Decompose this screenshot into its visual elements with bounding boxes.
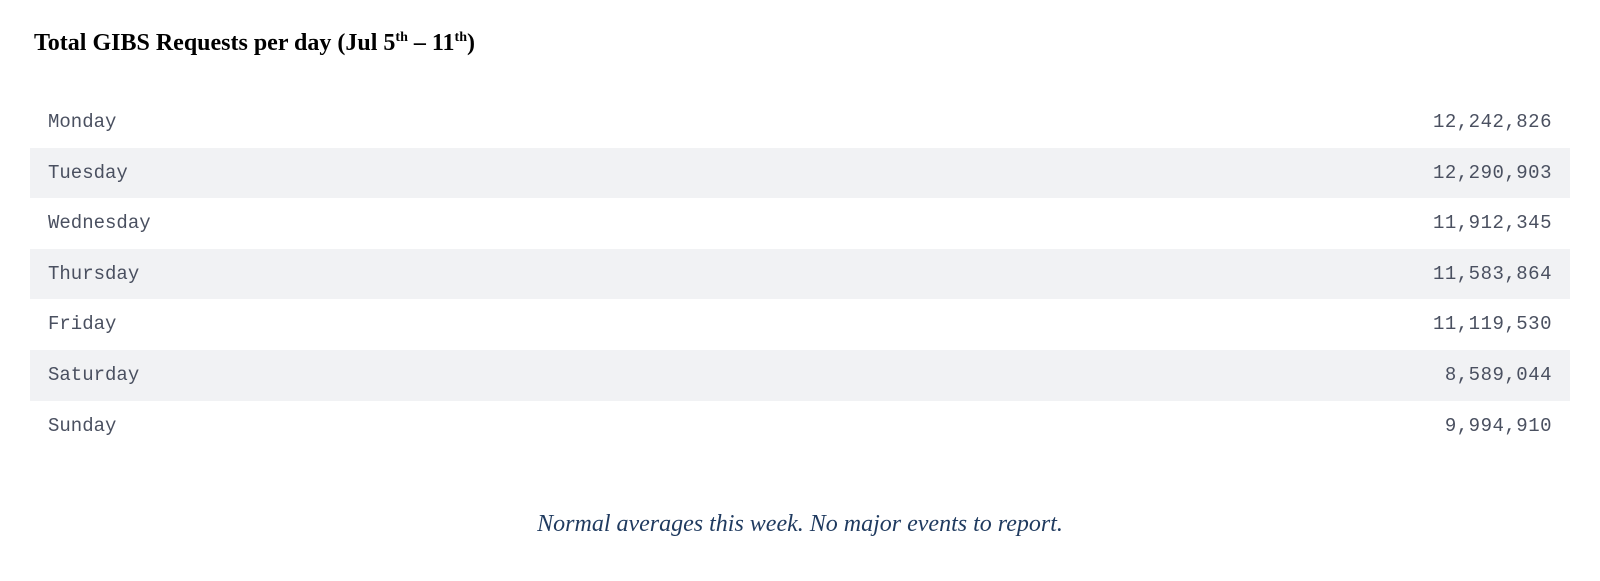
day-label: Tuesday	[48, 160, 128, 187]
day-label: Sunday	[48, 413, 116, 440]
day-label: Saturday	[48, 362, 139, 389]
day-label: Thursday	[48, 261, 139, 288]
table-row: Tuesday 12,290,903	[30, 148, 1570, 199]
day-value: 9,994,910	[1445, 413, 1552, 440]
day-label: Friday	[48, 311, 116, 338]
table-row: Thursday 11,583,864	[30, 249, 1570, 300]
page-title: Total GIBS Requests per day (Jul 5th – 1…	[34, 30, 1570, 57]
day-label: Wednesday	[48, 210, 151, 237]
title-suffix: )	[467, 30, 475, 56]
day-value: 8,589,044	[1445, 362, 1552, 389]
day-value: 12,242,826	[1433, 109, 1552, 136]
day-value: 12,290,903	[1433, 160, 1552, 187]
title-prefix: Total GIBS Requests per day (Jul 5	[34, 30, 395, 56]
table-row: Monday 12,242,826	[30, 97, 1570, 148]
day-value: 11,583,864	[1433, 261, 1552, 288]
table-row: Friday 11,119,530	[30, 299, 1570, 350]
day-value: 11,119,530	[1433, 311, 1552, 338]
table-row: Sunday 9,994,910	[30, 401, 1570, 452]
summary-caption: Normal averages this week. No major even…	[30, 511, 1570, 538]
title-sup1: th	[395, 30, 407, 45]
table-row: Saturday 8,589,044	[30, 350, 1570, 401]
title-sup2: th	[455, 30, 467, 45]
requests-table: Monday 12,242,826 Tuesday 12,290,903 Wed…	[30, 97, 1570, 451]
title-mid: – 11	[408, 30, 455, 56]
day-label: Monday	[48, 109, 116, 136]
day-value: 11,912,345	[1433, 210, 1552, 237]
table-row: Wednesday 11,912,345	[30, 198, 1570, 249]
